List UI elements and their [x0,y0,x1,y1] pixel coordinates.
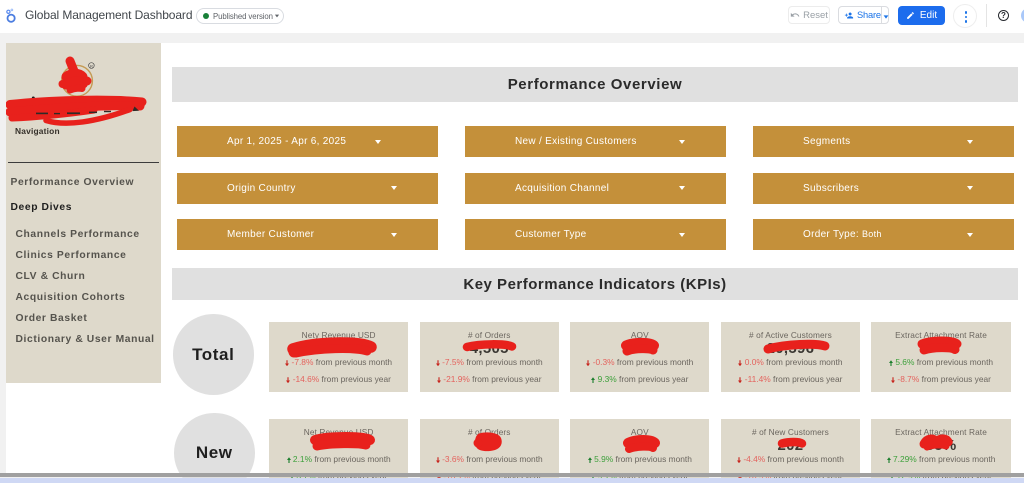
svg-text:R: R [90,63,93,68]
